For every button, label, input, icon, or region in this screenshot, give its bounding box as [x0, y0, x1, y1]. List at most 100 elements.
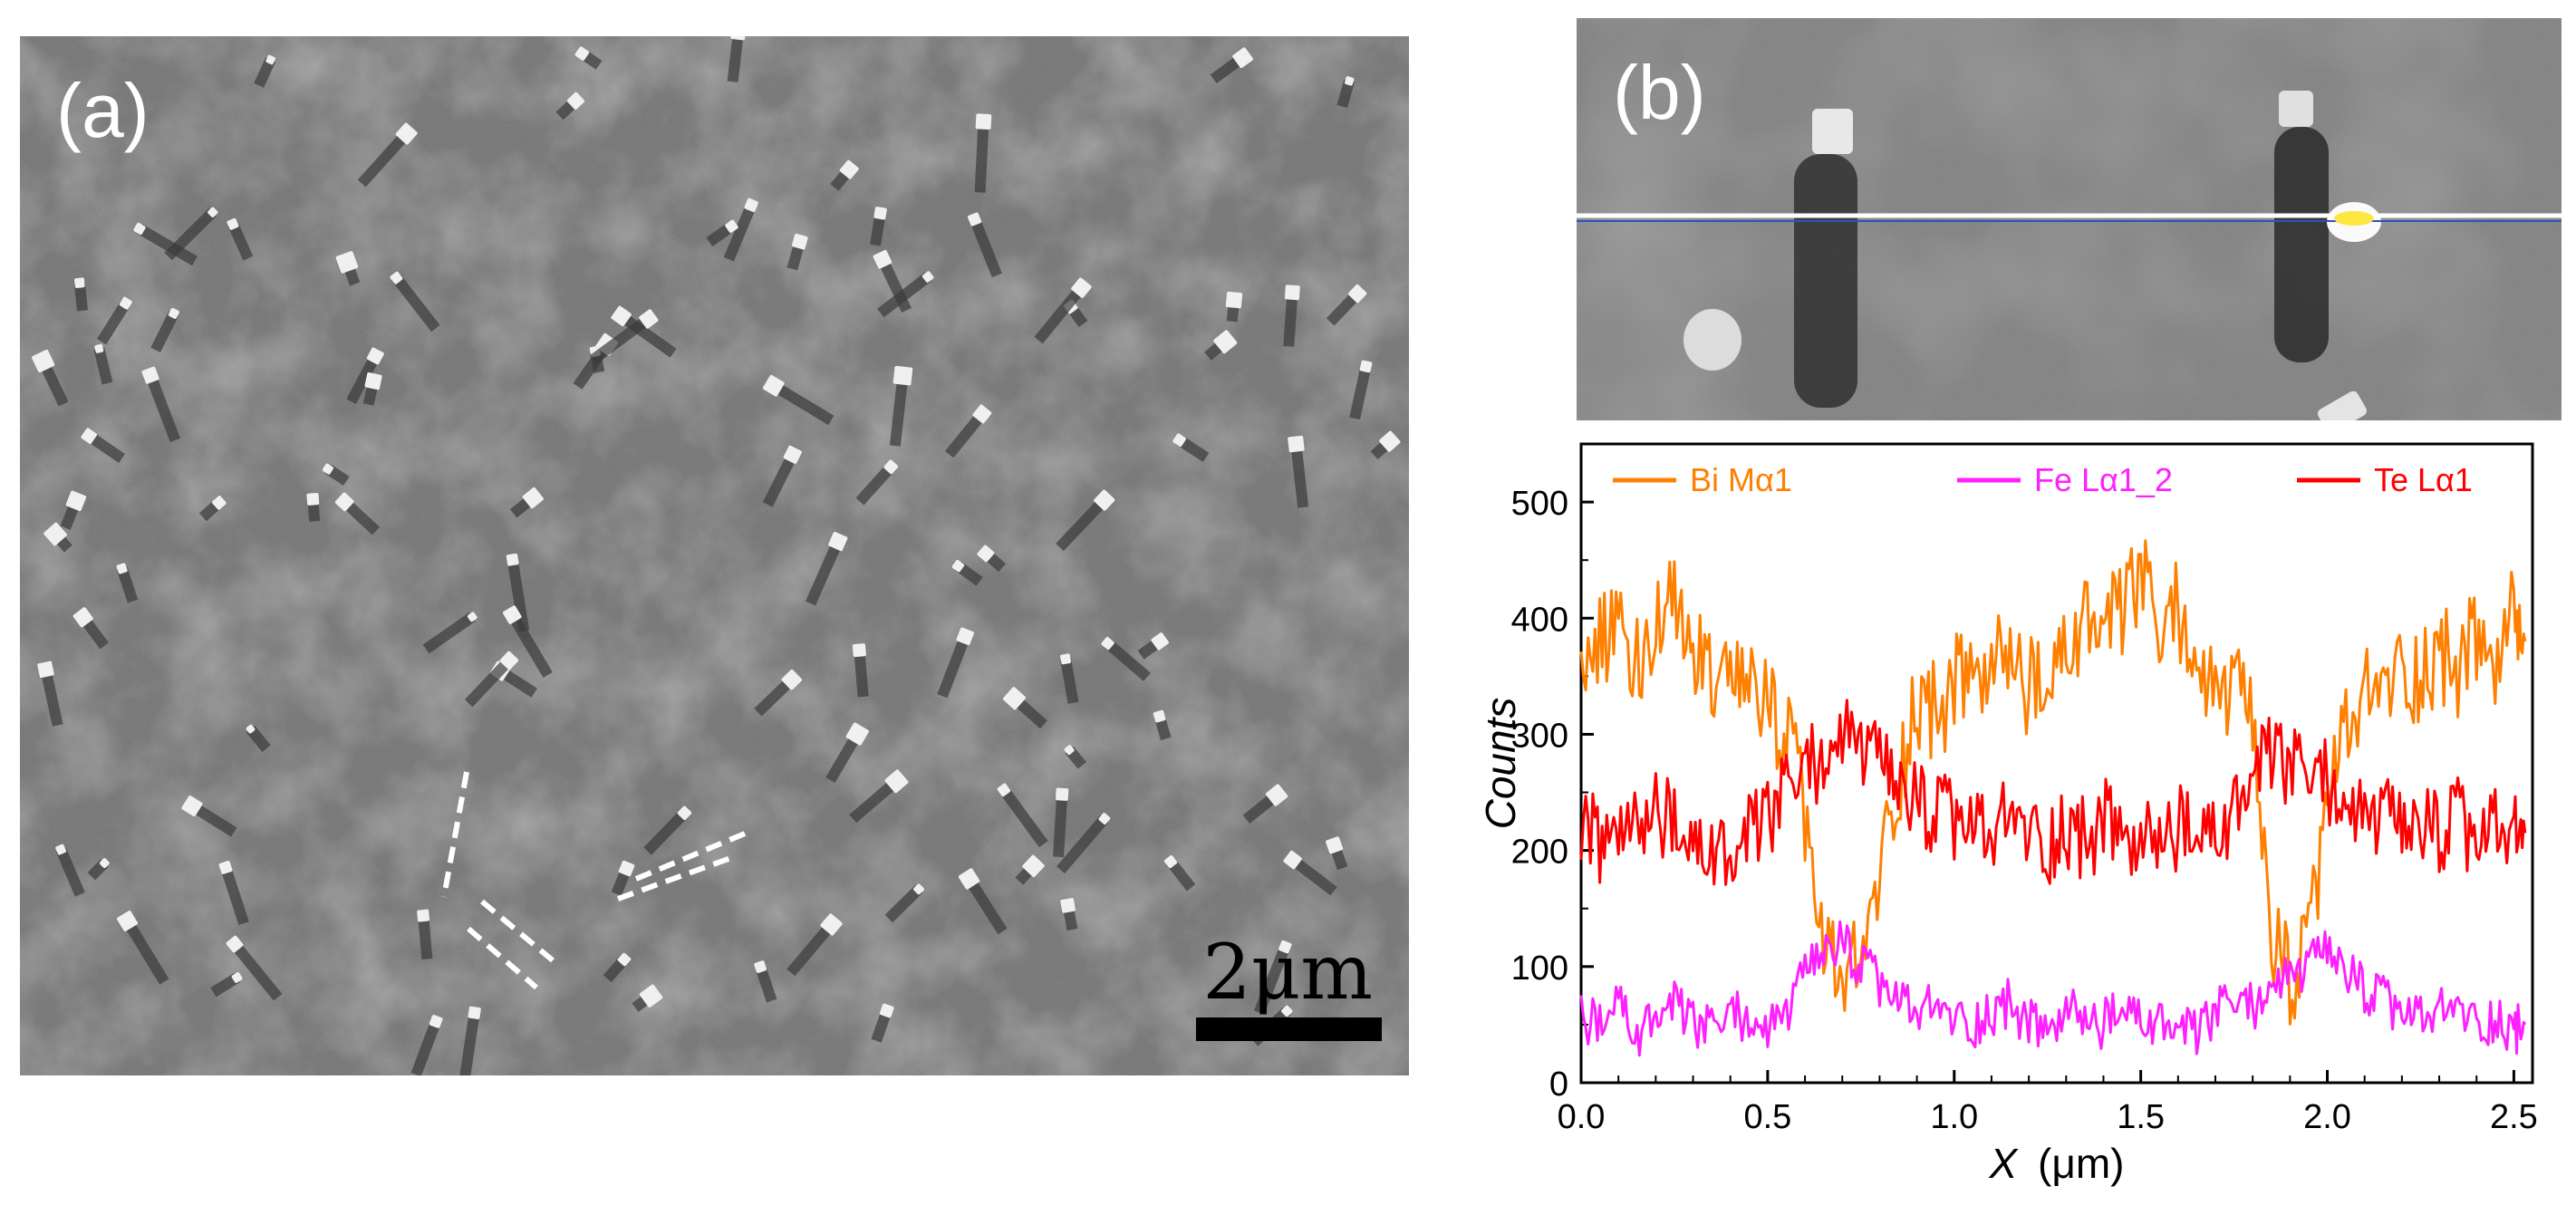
bright-particle	[783, 445, 802, 464]
bright-particle	[1172, 433, 1186, 447]
dark-pit	[55, 847, 85, 897]
dark-pit	[1053, 794, 1068, 858]
dark-pit	[391, 275, 440, 333]
dark-channel-1	[1794, 154, 1857, 408]
bright-particle	[1101, 636, 1114, 651]
bright-particle	[975, 113, 992, 130]
bright-particle	[467, 612, 478, 622]
bright-particle	[972, 404, 992, 424]
bright-particle	[1288, 435, 1305, 453]
bright-particle	[725, 219, 738, 234]
series-line-2	[1579, 699, 2527, 886]
dark-pit	[937, 634, 970, 699]
bright-particle	[1060, 653, 1071, 665]
bright-particle	[1098, 813, 1111, 825]
bright-particle	[873, 249, 892, 269]
dark-pit	[643, 809, 689, 855]
dark-pit	[422, 612, 476, 654]
bright-particle	[417, 909, 429, 922]
dark-pit	[1283, 292, 1298, 347]
bright-particle	[1056, 787, 1069, 801]
dark-pit	[889, 374, 909, 447]
dark-pit	[755, 965, 777, 1003]
bright-particle	[366, 347, 384, 365]
bright-particle	[74, 277, 85, 288]
bright-particle	[828, 531, 848, 552]
x-axis: 0.0 0.5 1.0 1.5 2.0 2.5	[1558, 1070, 2538, 1136]
bright-particle	[730, 36, 747, 41]
bright-particle	[116, 563, 128, 574]
bright-particle	[65, 490, 87, 512]
sem-image-b: (b)	[1577, 18, 2562, 420]
bright-particle	[1345, 76, 1355, 86]
dark-pit	[346, 353, 381, 404]
dashed-marker-1	[441, 771, 469, 898]
dark-pit	[1254, 944, 1290, 1015]
bright-particle	[81, 428, 97, 444]
bright-particle	[1094, 489, 1115, 511]
dashed-marker-4	[480, 899, 555, 963]
bright-particle	[1022, 854, 1045, 878]
dashed-marker-5	[467, 926, 538, 990]
bright-particle	[168, 307, 179, 319]
bright-particle	[617, 952, 632, 967]
series-line-1	[1579, 920, 2527, 1057]
dark-pit	[136, 224, 198, 266]
bright-particle	[1359, 360, 1373, 373]
bright-particle	[884, 769, 909, 794]
legend-label: Te Lα1	[2374, 461, 2473, 498]
bright-particle	[322, 463, 333, 475]
particles-a	[32, 36, 1401, 1075]
dark-pit	[85, 431, 125, 463]
bright-particle	[1232, 47, 1253, 69]
bright-particle	[119, 296, 132, 310]
y-tick-label: 100	[1511, 950, 1568, 988]
dark-pit	[418, 915, 433, 960]
dark-pit	[459, 1011, 480, 1075]
dark-pit	[220, 865, 249, 925]
x-tick-label: 2.0	[2303, 1098, 2351, 1136]
dark-pit	[464, 656, 514, 708]
bright-particle	[1326, 836, 1344, 854]
bright-particle	[181, 796, 203, 817]
bright-particle	[820, 913, 843, 936]
bright-particle	[951, 560, 965, 573]
bright-particle	[522, 487, 544, 509]
dark-pit	[1166, 858, 1196, 892]
dark-pit	[341, 497, 381, 535]
bright-particle	[429, 1015, 443, 1028]
bright-particle	[499, 651, 519, 670]
dark-channel-2	[2274, 127, 2329, 362]
line-scan-highlight	[2334, 211, 2374, 226]
bright-particle	[506, 553, 519, 566]
y-axis-label: Counts	[1477, 698, 1524, 830]
scale-bar	[1196, 1017, 1382, 1041]
bright-particle	[468, 1006, 481, 1019]
dark-pit	[93, 347, 113, 385]
particle-b-1	[1812, 109, 1853, 154]
dark-pit	[507, 612, 553, 678]
dark-pit	[1336, 79, 1355, 109]
bright-particle	[1153, 709, 1166, 723]
particle-b-4	[1684, 309, 1741, 371]
y-tick-label: 200	[1511, 834, 1568, 872]
dark-pit	[1349, 365, 1372, 420]
dark-pit	[150, 311, 179, 353]
dark-pit	[770, 381, 835, 426]
bright-particle	[997, 783, 1011, 797]
bright-particle	[956, 627, 974, 646]
y-tick-label: 400	[1511, 601, 1568, 639]
dark-pit	[38, 358, 69, 407]
bright-particle	[977, 545, 995, 563]
y-tick-label: 500	[1511, 485, 1568, 523]
bright-particle	[762, 374, 785, 397]
bright-particle	[618, 860, 635, 877]
dark-pit	[210, 972, 240, 998]
particle-b-5	[2318, 391, 2367, 420]
bright-particle	[1225, 291, 1243, 309]
bright-particle	[677, 805, 692, 821]
bright-particle	[566, 92, 584, 110]
dark-pit	[1034, 284, 1086, 344]
scale-bar-label: 2μm	[1202, 928, 1373, 1017]
bright-particle	[639, 984, 663, 1008]
